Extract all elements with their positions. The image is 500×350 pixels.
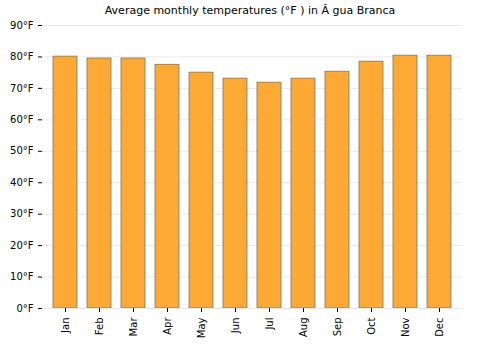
svg-text:40°F: 40°F: [10, 177, 34, 188]
svg-text:Aug: Aug: [298, 318, 309, 338]
svg-text:Feb: Feb: [94, 318, 105, 336]
svg-text:70°F: 70°F: [10, 83, 34, 94]
svg-text:0°F: 0°F: [16, 303, 33, 314]
svg-text:Dec: Dec: [434, 318, 445, 337]
svg-text:10°F: 10°F: [10, 271, 34, 282]
svg-text:Sep: Sep: [332, 318, 343, 337]
svg-text:60°F: 60°F: [10, 114, 34, 125]
html-text:Average monthly temperatures (: Average monthly temperatures (°F ) in Ă …: [104, 4, 396, 17]
svg-text:Mar: Mar: [128, 317, 139, 337]
svg-text:Nov: Nov: [400, 317, 411, 337]
svg-text:30°F: 30°F: [10, 208, 34, 219]
svg-text:Apr: Apr: [162, 317, 173, 335]
svg-text:Jan: Jan: [60, 318, 71, 334]
svg-text:20°F: 20°F: [10, 240, 34, 251]
svg-text:50°F: 50°F: [10, 145, 34, 156]
svg-text:Jul: Jul: [264, 318, 275, 331]
svg-text:Oct: Oct: [366, 317, 377, 334]
svg-text:May: May: [196, 317, 207, 338]
svg-text:Jun: Jun: [230, 318, 241, 335]
svg-text:90°F: 90°F: [10, 20, 34, 31]
svg-text:80°F: 80°F: [10, 51, 34, 62]
